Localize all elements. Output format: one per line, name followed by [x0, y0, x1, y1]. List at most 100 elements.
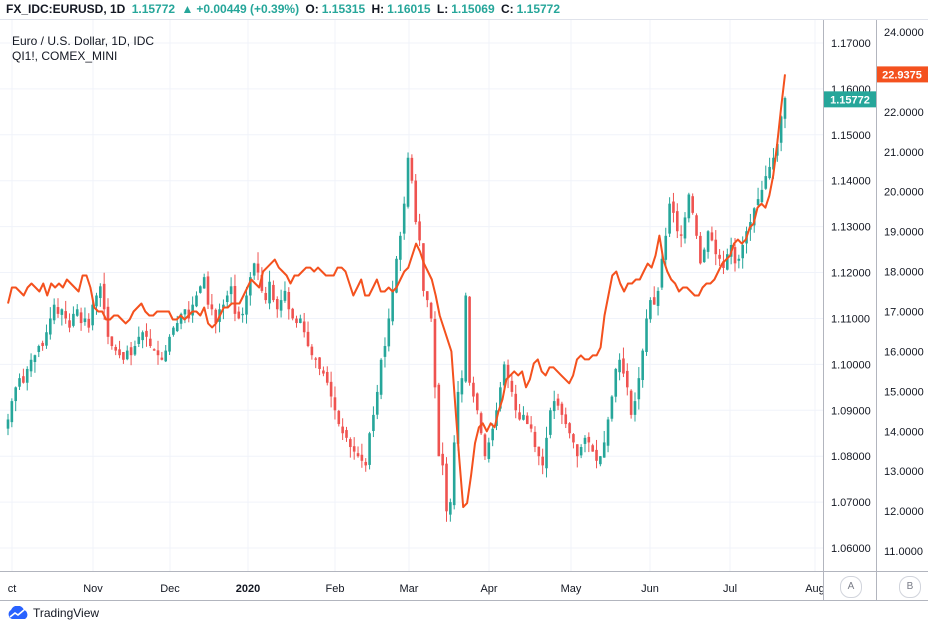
candle-body: [337, 410, 341, 425]
candle-body: [175, 323, 179, 332]
candle-body: [345, 430, 348, 438]
candle-body: [522, 414, 525, 420]
candle-body: [329, 381, 333, 397]
candle-body: [487, 442, 491, 459]
candle: [425, 291, 429, 308]
candle-body: [629, 390, 633, 415]
candle: [372, 406, 375, 438]
auto-scale-button-b[interactable]: B: [899, 576, 921, 598]
candle-body: [472, 382, 475, 397]
candle-body: [664, 235, 668, 260]
candle: [325, 366, 329, 386]
candle-body: [441, 453, 444, 466]
candle-body: [475, 393, 479, 411]
candle-body: [325, 371, 329, 383]
left-axis-tick-8: 1.09000: [831, 405, 871, 417]
candle: [33, 354, 37, 373]
price-change: +0.00449 (+0.39%): [196, 2, 300, 16]
candle: [25, 366, 29, 391]
candle-body: [75, 309, 79, 316]
candle: [645, 309, 648, 356]
candle: [337, 409, 341, 427]
candle-body: [133, 346, 137, 355]
candle: [137, 326, 141, 348]
candle: [522, 406, 525, 421]
candle: [237, 306, 241, 320]
candle-body: [368, 433, 371, 465]
candle: [133, 340, 137, 357]
candle-body: [449, 502, 452, 515]
x-axis-tick-8: Jun: [641, 583, 659, 595]
candle-body: [675, 211, 679, 232]
candle-body: [414, 180, 418, 223]
candle: [472, 376, 475, 403]
candle: [487, 437, 491, 463]
candle: [399, 231, 402, 272]
candle-body: [264, 292, 268, 301]
candle: [245, 286, 248, 324]
candle-body: [95, 295, 98, 307]
candle: [633, 392, 637, 422]
symbol-name[interactable]: FX_IDC:EURUSD, 1D: [6, 2, 126, 16]
candle-body: [56, 307, 60, 314]
candle: [295, 315, 298, 328]
candle: [379, 358, 383, 400]
candle: [79, 307, 83, 331]
candle: [591, 443, 594, 452]
candle: [779, 115, 783, 152]
candle-body: [783, 98, 787, 119]
candle-body: [41, 342, 44, 347]
candle: [210, 294, 214, 316]
candle: [622, 347, 625, 378]
candle-body: [110, 336, 114, 347]
candle-body: [18, 378, 21, 387]
candle: [575, 444, 579, 468]
candle: [602, 430, 606, 458]
legend-compare-series[interactable]: QI1!, COMEX_MINI: [12, 49, 118, 63]
tradingview-logo[interactable]: TradingView: [6, 606, 99, 620]
candle-body: [283, 290, 287, 301]
right-axis-tick-5: 19.0000: [884, 227, 924, 239]
candle: [410, 154, 414, 184]
candle-body: [637, 378, 641, 400]
candle-body: [10, 401, 14, 423]
candle-body: [391, 290, 394, 322]
candle-body: [268, 281, 271, 304]
candle: [391, 280, 394, 326]
candle-body: [710, 232, 714, 241]
candle: [225, 290, 229, 308]
candle: [249, 272, 252, 306]
eurusd-last-price-badge: [824, 91, 876, 108]
candle: [468, 296, 471, 386]
candle: [206, 271, 210, 310]
candle: [629, 389, 633, 419]
candle: [345, 426, 348, 442]
left-axis-tick-10: 1.07000: [831, 497, 871, 509]
candle: [95, 292, 98, 315]
candle: [341, 418, 344, 441]
auto-scale-button-a[interactable]: A: [840, 576, 862, 598]
candle: [6, 413, 10, 436]
candle: [764, 165, 768, 190]
candle: [172, 326, 175, 337]
candle-body: [445, 463, 448, 512]
candle-body: [33, 355, 37, 363]
candle-body: [779, 116, 783, 143]
candle-body: [279, 300, 283, 311]
right-axis-tick-12: 12.0000: [884, 506, 924, 518]
candle-body: [106, 306, 110, 337]
legend-main-series[interactable]: Euro / U.S. Dollar, 1D, IDC: [12, 34, 155, 48]
right-axis-tick-8: 16.0000: [884, 346, 924, 358]
candle-body: [410, 157, 414, 181]
candle-body: [137, 336, 141, 344]
candle: [560, 401, 564, 425]
candle-body: [433, 318, 437, 388]
candle-body: [491, 428, 494, 441]
candle: [441, 442, 444, 476]
candle-body: [552, 401, 556, 412]
candle-body: [102, 283, 106, 310]
candle-body: [599, 456, 602, 465]
candle: [141, 330, 144, 349]
candle: [299, 314, 302, 324]
